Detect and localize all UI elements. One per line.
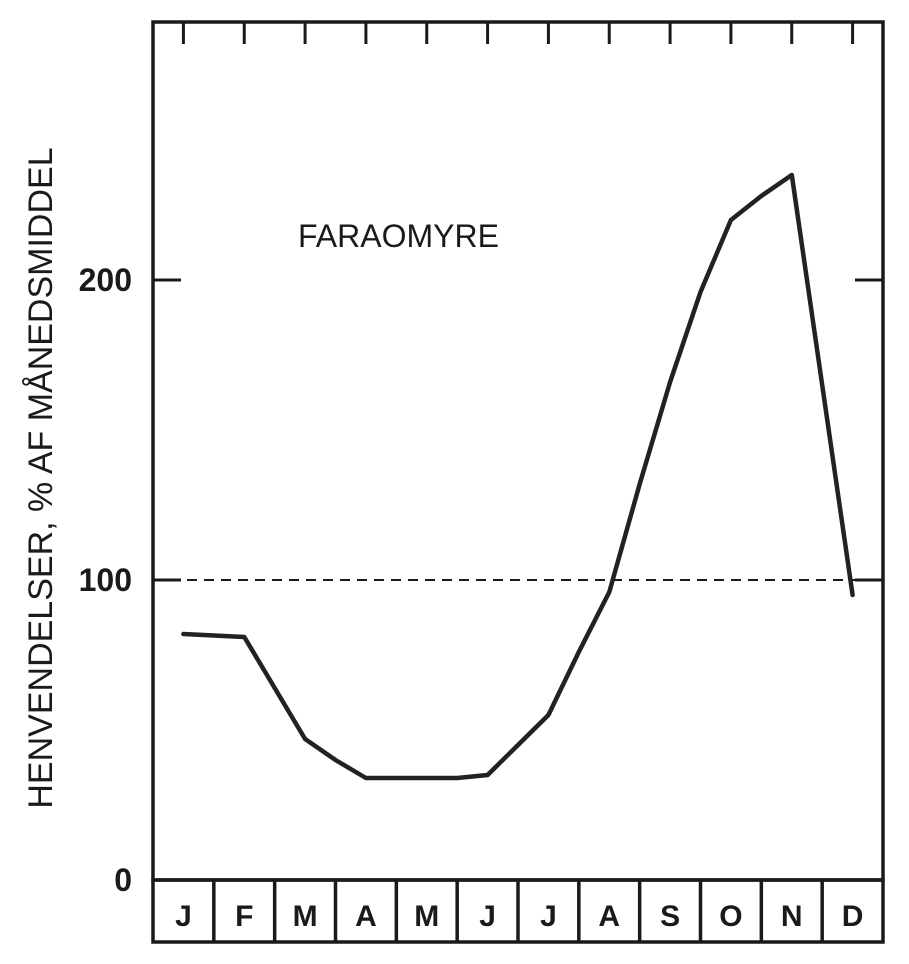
- month-label: F: [235, 900, 253, 933]
- month-label: J: [540, 900, 557, 933]
- month-label: M: [414, 900, 439, 933]
- month-label: O: [719, 900, 742, 933]
- series-line-faraomyre: [181, 172, 855, 781]
- month-label: J: [175, 900, 192, 933]
- month-label: S: [660, 900, 680, 933]
- month-label: M: [293, 900, 318, 933]
- month-label: A: [598, 900, 620, 933]
- y-axis-tick-labels: 0 100 200: [79, 262, 132, 898]
- series-label: FARAOMYRE: [298, 218, 499, 254]
- y-axis-title: HENVENDELSER, % AF MÅNEDSMIDDEL: [22, 147, 60, 808]
- month-label: N: [781, 900, 803, 933]
- y-tick-label: 100: [79, 562, 132, 598]
- month-label: J: [479, 900, 496, 933]
- month-label: A: [355, 900, 377, 933]
- month-dividers: [212, 880, 824, 942]
- y-tick-label: 0: [114, 862, 132, 898]
- month-label: D: [842, 900, 864, 933]
- y-tick-label: 200: [79, 262, 132, 298]
- top-month-ticks: [181, 22, 855, 44]
